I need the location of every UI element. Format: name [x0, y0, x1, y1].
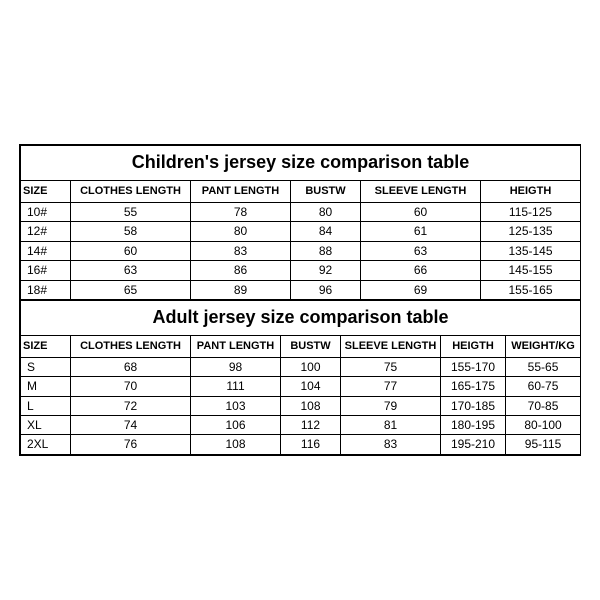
adult-cell: 98 [191, 357, 281, 376]
adult-row: 2XL7610811683195-21095-115 [21, 435, 581, 454]
adult-cell: 60-75 [506, 377, 581, 396]
children-row: 18#65899669155-165 [21, 280, 581, 299]
adult-cell: 74 [71, 415, 191, 434]
adult-header-cell: HEIGTH [441, 335, 506, 357]
adult-header-row: SIZECLOTHES LENGTHPANT LENGTHBUSTWSLEEVE… [21, 335, 581, 357]
children-cell: 80 [191, 222, 291, 241]
children-cell: 96 [291, 280, 361, 299]
adult-cell: 81 [341, 415, 441, 434]
adult-cell: L [21, 396, 71, 415]
adult-cell: 83 [341, 435, 441, 454]
children-cell: 12# [21, 222, 71, 241]
adult-cell: 170-185 [441, 396, 506, 415]
children-cell: 14# [21, 241, 71, 260]
children-cell: 18# [21, 280, 71, 299]
adult-cell: 165-175 [441, 377, 506, 396]
children-cell: 78 [191, 203, 291, 222]
children-cell: 89 [191, 280, 291, 299]
children-row: 10#55788060115-125 [21, 203, 581, 222]
children-cell: 88 [291, 241, 361, 260]
children-cell: 92 [291, 261, 361, 280]
adult-cell: 100 [281, 357, 341, 376]
adult-cell: 76 [71, 435, 191, 454]
children-header-cell: SLEEVE LENGTH [361, 180, 481, 202]
children-cell: 10# [21, 203, 71, 222]
adult-cell: 95-115 [506, 435, 581, 454]
children-cell: 83 [191, 241, 291, 260]
children-cell: 80 [291, 203, 361, 222]
adult-cell: 75 [341, 357, 441, 376]
children-cell: 135-145 [481, 241, 581, 260]
children-cell: 61 [361, 222, 481, 241]
children-row: 12#58808461125-135 [21, 222, 581, 241]
children-header-cell: CLOTHES LENGTH [71, 180, 191, 202]
page: Children's jersey size comparison table … [0, 0, 600, 600]
adult-cell: 155-170 [441, 357, 506, 376]
adult-cell: S [21, 357, 71, 376]
adult-row: M7011110477165-17560-75 [21, 377, 581, 396]
adult-cell: 103 [191, 396, 281, 415]
size-tables: Children's jersey size comparison table … [19, 144, 581, 455]
adult-table: Adult jersey size comparison table SIZEC… [20, 300, 581, 455]
children-cell: 63 [71, 261, 191, 280]
children-cell: 125-135 [481, 222, 581, 241]
adult-cell: 72 [71, 396, 191, 415]
children-cell: 58 [71, 222, 191, 241]
children-cell: 84 [291, 222, 361, 241]
adult-cell: 2XL [21, 435, 71, 454]
children-cell: 63 [361, 241, 481, 260]
children-header-cell: HEIGTH [481, 180, 581, 202]
adult-cell: 55-65 [506, 357, 581, 376]
adult-cell: 108 [191, 435, 281, 454]
adult-cell: 68 [71, 357, 191, 376]
adult-header-cell: SLEEVE LENGTH [341, 335, 441, 357]
adult-cell: 108 [281, 396, 341, 415]
adult-cell: 77 [341, 377, 441, 396]
adult-cell: 80-100 [506, 415, 581, 434]
children-cell: 55 [71, 203, 191, 222]
children-cell: 145-155 [481, 261, 581, 280]
children-cell: 115-125 [481, 203, 581, 222]
adult-header-cell: BUSTW [281, 335, 341, 357]
adult-cell: 180-195 [441, 415, 506, 434]
children-cell: 16# [21, 261, 71, 280]
adult-cell: 104 [281, 377, 341, 396]
adult-cell: 70 [71, 377, 191, 396]
adult-cell: 79 [341, 396, 441, 415]
children-cell: 60 [361, 203, 481, 222]
children-title-row: Children's jersey size comparison table [21, 146, 581, 181]
children-row: 16#63869266145-155 [21, 261, 581, 280]
adult-header-cell: WEIGHT/KG [506, 335, 581, 357]
children-table: Children's jersey size comparison table … [20, 145, 581, 300]
adult-cell: 112 [281, 415, 341, 434]
adult-row: L7210310879170-18570-85 [21, 396, 581, 415]
adult-cell: 111 [191, 377, 281, 396]
children-cell: 86 [191, 261, 291, 280]
adult-cell: XL [21, 415, 71, 434]
children-header-cell: PANT LENGTH [191, 180, 291, 202]
children-title: Children's jersey size comparison table [21, 146, 581, 181]
adult-cell: 70-85 [506, 396, 581, 415]
adult-cell: M [21, 377, 71, 396]
adult-cell: 106 [191, 415, 281, 434]
adult-header-cell: CLOTHES LENGTH [71, 335, 191, 357]
children-cell: 66 [361, 261, 481, 280]
children-cell: 65 [71, 280, 191, 299]
children-header-cell: SIZE [21, 180, 71, 202]
adult-cell: 116 [281, 435, 341, 454]
adult-title: Adult jersey size comparison table [21, 301, 581, 336]
adult-title-row: Adult jersey size comparison table [21, 301, 581, 336]
adult-row: S689810075155-17055-65 [21, 357, 581, 376]
children-cell: 69 [361, 280, 481, 299]
children-header-cell: BUSTW [291, 180, 361, 202]
children-cell: 155-165 [481, 280, 581, 299]
children-cell: 60 [71, 241, 191, 260]
adult-header-cell: SIZE [21, 335, 71, 357]
adult-row: XL7410611281180-19580-100 [21, 415, 581, 434]
adult-cell: 195-210 [441, 435, 506, 454]
adult-header-cell: PANT LENGTH [191, 335, 281, 357]
children-header-row: SIZECLOTHES LENGTHPANT LENGTHBUSTWSLEEVE… [21, 180, 581, 202]
children-row: 14#60838863135-145 [21, 241, 581, 260]
